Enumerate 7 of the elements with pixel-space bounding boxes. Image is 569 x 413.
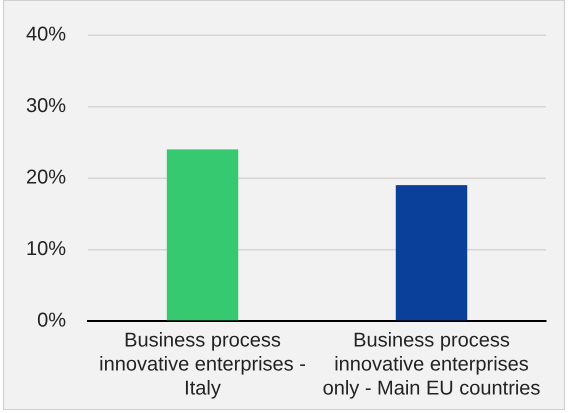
x-tick-label: Business process innovative enterprises - Italy [99, 330, 306, 400]
y-tick-label: 40% [26, 24, 66, 46]
y-tick-label: 30% [26, 95, 66, 118]
y-tick-label: 10% [26, 238, 66, 260]
x-tick-label: Business process innovative enterprises only - Main EU countries [322, 330, 540, 400]
y-tick-label: 0% [37, 310, 66, 332]
y-tick-label: 20% [26, 166, 66, 189]
